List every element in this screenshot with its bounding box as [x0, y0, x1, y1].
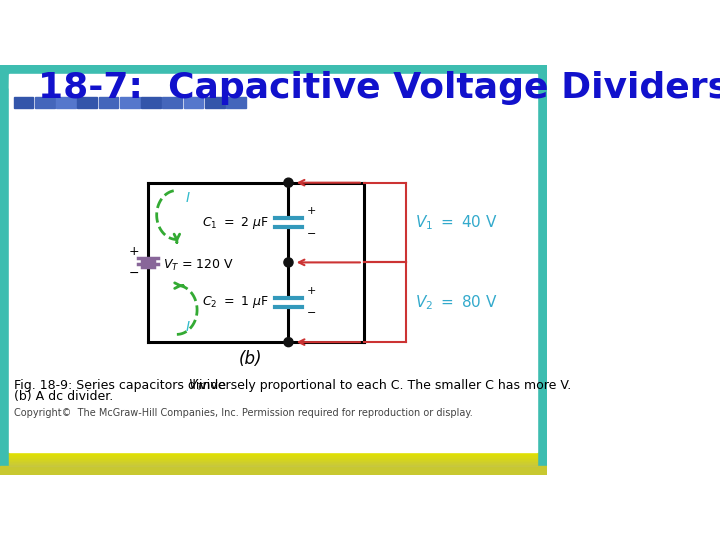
- Bar: [9, 78, 537, 79]
- Bar: [9, 76, 537, 77]
- Text: +: +: [307, 206, 316, 217]
- Bar: [9, 465, 537, 466]
- Bar: [9, 464, 537, 465]
- Bar: [9, 86, 537, 87]
- Bar: [9, 454, 537, 455]
- Text: $V_2\ =\ 80\ \mathrm{V}$: $V_2\ =\ 80\ \mathrm{V}$: [415, 293, 498, 312]
- Bar: [205, 97, 225, 107]
- Bar: [9, 461, 537, 462]
- Bar: [9, 84, 537, 85]
- Bar: [9, 83, 537, 84]
- Bar: [9, 457, 537, 458]
- Bar: [56, 97, 76, 107]
- Bar: [9, 458, 537, 459]
- Text: Fig. 18-9: Series capacitors divide: Fig. 18-9: Series capacitors divide: [14, 379, 230, 392]
- Bar: [0, 65, 546, 74]
- Bar: [9, 81, 537, 82]
- Bar: [9, 460, 537, 461]
- Bar: [35, 97, 55, 107]
- Text: Copyright©  The McGraw-Hill Companies, Inc. Permission required for reproduction: Copyright© The McGraw-Hill Companies, In…: [14, 408, 472, 418]
- Text: 18-7:  Capacitive Voltage Dividers: 18-7: Capacitive Voltage Dividers: [38, 71, 720, 105]
- Bar: [9, 82, 537, 83]
- Bar: [141, 97, 161, 107]
- Bar: [9, 75, 537, 76]
- Bar: [9, 87, 537, 88]
- Bar: [9, 459, 537, 460]
- Bar: [9, 97, 537, 452]
- Circle shape: [284, 178, 293, 187]
- Bar: [99, 97, 118, 107]
- Text: $C_1\ =\ 2\ \mu$F: $C_1\ =\ 2\ \mu$F: [202, 214, 269, 231]
- Bar: [226, 97, 246, 107]
- Text: (b): (b): [239, 350, 262, 368]
- Bar: [9, 77, 537, 78]
- Bar: [163, 97, 182, 107]
- Bar: [0, 65, 9, 475]
- Text: $V_1\ =\ 40\ \mathrm{V}$: $V_1\ =\ 40\ \mathrm{V}$: [415, 213, 498, 232]
- Text: inversely proportional to each C. The smaller C has more V.: inversely proportional to each C. The sm…: [199, 379, 571, 392]
- Bar: [9, 453, 537, 454]
- Bar: [9, 452, 537, 453]
- Text: +: +: [307, 286, 316, 296]
- Bar: [9, 456, 537, 457]
- Text: $V_T$ = 120 V: $V_T$ = 120 V: [163, 258, 234, 273]
- Bar: [120, 97, 140, 107]
- Bar: [78, 97, 97, 107]
- Bar: [0, 466, 546, 475]
- Bar: [9, 74, 537, 97]
- Bar: [9, 80, 537, 81]
- Bar: [9, 462, 537, 463]
- Text: −: −: [129, 267, 140, 280]
- Text: $V_T$: $V_T$: [187, 378, 204, 393]
- Bar: [184, 97, 204, 107]
- Bar: [9, 74, 537, 75]
- Text: $C_2\ =\ 1\ \mu$F: $C_2\ =\ 1\ \mu$F: [202, 294, 269, 310]
- Text: I: I: [186, 191, 189, 205]
- Circle shape: [284, 338, 293, 347]
- Bar: [9, 455, 537, 456]
- Bar: [537, 65, 546, 475]
- Circle shape: [284, 258, 293, 267]
- Bar: [9, 79, 537, 80]
- Text: −: −: [307, 308, 316, 319]
- Bar: [9, 85, 537, 86]
- Bar: [9, 463, 537, 464]
- Text: (b) A dc divider.: (b) A dc divider.: [14, 390, 113, 403]
- Text: +: +: [129, 245, 140, 258]
- Bar: [14, 97, 33, 107]
- Text: −: −: [307, 228, 316, 239]
- Text: I: I: [186, 320, 189, 334]
